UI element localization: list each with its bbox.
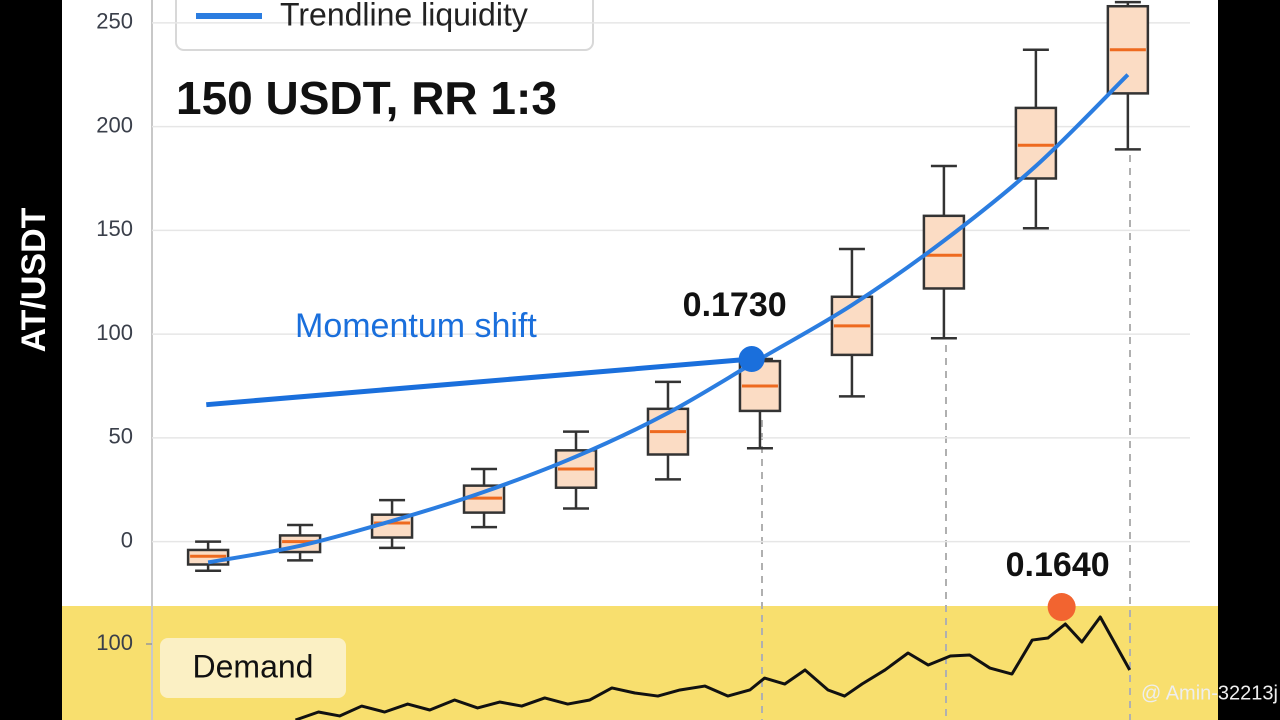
chart-title: 150 USDT, RR 1:3 [176, 72, 557, 124]
plot-background [62, 0, 1218, 606]
label-box [160, 638, 346, 698]
y-tick-label: 50 [109, 424, 133, 449]
y-tick-label: 100 [96, 320, 133, 345]
y-tick-label: 250 [96, 9, 133, 34]
point-marker [1047, 593, 1076, 622]
point-marker [738, 346, 765, 373]
y-tick-label: 100 [96, 630, 133, 655]
point-label: 0.1640 [1006, 546, 1110, 584]
watermark: @ Amin-32213j [1141, 682, 1278, 704]
demand-line [294, 615, 1132, 720]
y-axis-label: AT/USDT [15, 207, 53, 352]
legend [175, 0, 594, 51]
annotation: Momentum shift [295, 307, 537, 345]
point-label: 0.1730 [683, 286, 787, 324]
momentum-line [206, 356, 752, 408]
trendline [207, 73, 1130, 565]
y-tick-label: 0 [121, 527, 133, 552]
legend-label: Trendline liquidity [280, 0, 528, 32]
panel-label: Demand [193, 648, 314, 684]
y-tick-label: 200 [96, 112, 133, 137]
y-tick-label: 150 [96, 216, 133, 241]
